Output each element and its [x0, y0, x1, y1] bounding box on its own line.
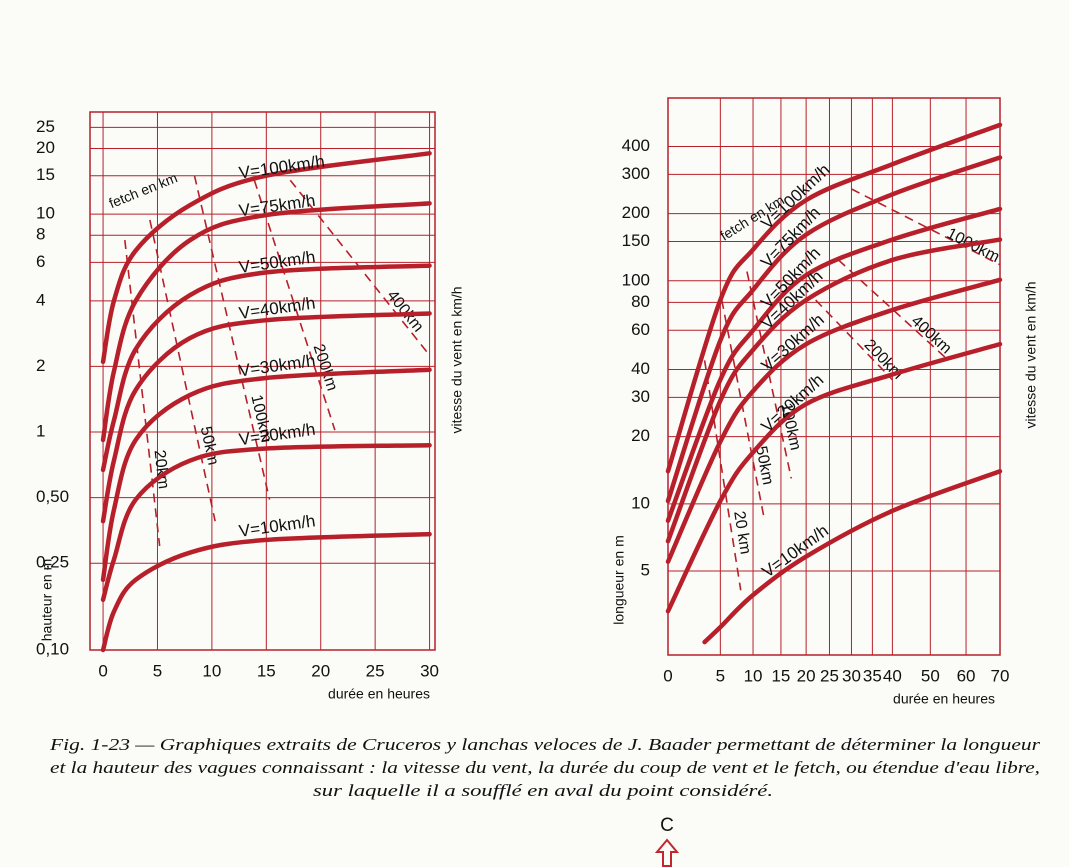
fetch-line [721, 299, 766, 521]
x-tick-label: 25 [366, 661, 385, 680]
y-tick-label: 200 [622, 203, 650, 222]
fetch-label: 20 km [730, 510, 754, 556]
y-tick-label: 60 [631, 320, 650, 339]
y-tick-label: 0,25 [36, 553, 69, 572]
x-tick-label: 5 [153, 661, 162, 680]
fetch-line [837, 259, 949, 361]
wave-curve [100, 151, 432, 365]
x-tick-label: 5 [716, 666, 725, 685]
y-tick-label: 100 [622, 270, 650, 289]
y-tick-label: 5 [641, 560, 650, 579]
curve-label: V=75km/h [238, 191, 317, 221]
y-axis-label: longueur en m [611, 535, 627, 625]
wave-curve [100, 531, 432, 653]
wave-curve [100, 367, 432, 583]
y-tick-label: 10 [36, 204, 55, 223]
marker-label: C [660, 815, 674, 836]
y2-axis-label: vitesse du vent en km/h [1023, 281, 1039, 428]
x-tick-label: 20 [797, 666, 816, 685]
y-tick-label: 80 [631, 292, 650, 311]
wave-curve [665, 341, 1003, 614]
x-tick-label: 50 [921, 666, 940, 685]
y-tick-label: 6 [36, 252, 45, 271]
fetch-label: 400km [383, 287, 426, 335]
fetch-line [851, 188, 1001, 266]
wave-curve [100, 442, 432, 603]
x-tick-label: 20 [311, 661, 330, 680]
x-tick-label: 25 [820, 666, 839, 685]
y-tick-label: 25 [36, 117, 55, 136]
fetch-line [253, 179, 336, 431]
wave-curve [100, 311, 432, 524]
x-tick-label: 10 [202, 661, 221, 680]
fetch-label: 400km [908, 313, 955, 358]
caption-line: sur laquelle il a soufflé en aval du poi… [313, 781, 773, 800]
caption-line: Fig. 1-23 — Graphiques extraits de Cruce… [49, 735, 1041, 754]
x-tick-label: 70 [991, 666, 1010, 685]
marker-arrow [654, 838, 680, 867]
y-tick-label: 20 [36, 138, 55, 157]
x-axis-label: durée en heures [328, 686, 430, 702]
x-tick-label: 0 [98, 661, 107, 680]
y-tick-label: 2 [36, 356, 45, 375]
fetch-line [149, 219, 216, 522]
fetch-line [193, 175, 271, 500]
fetch-line [124, 239, 161, 547]
curve-label: V=20km/h [238, 420, 317, 450]
x-axis-label: durée en heures [893, 691, 995, 707]
x-tick-label: 30 [842, 666, 861, 685]
wave-curve [702, 468, 1003, 645]
curve-label: V=10km/h [758, 521, 832, 582]
y-tick-label: 40 [631, 359, 650, 378]
y-tick-label: 1 [36, 422, 45, 441]
y-tick-label: 150 [622, 231, 650, 250]
y-tick-label: 300 [622, 164, 650, 183]
caption-line: et la hauteur des vagues connaissant : l… [50, 758, 1040, 777]
y-tick-label: 4 [36, 290, 45, 309]
y-tick-label: 30 [631, 387, 650, 406]
fetch-label: 50km [197, 425, 222, 467]
y2-axis-label: vitesse du vent en km/h [449, 286, 465, 433]
x-tick-label: 60 [957, 666, 976, 685]
x-tick-label: 35 [863, 666, 882, 685]
wave-curve [665, 206, 1003, 523]
x-tick-label: 15 [771, 666, 790, 685]
x-tick-label: 30 [420, 661, 439, 680]
wave-curve [665, 277, 1003, 564]
y-axis-label: hauteur en m [39, 559, 55, 642]
x-tick-label: 40 [883, 666, 902, 685]
y-tick-label: 15 [36, 165, 55, 184]
fetch-line [815, 299, 893, 381]
x-tick-label: 15 [257, 661, 276, 680]
x-tick-label: 10 [744, 666, 763, 685]
curve-label: V=100km/h [238, 152, 326, 183]
y-tick-label: 20 [631, 426, 650, 445]
wave-curve [665, 155, 1003, 504]
wave-curve [665, 122, 1003, 474]
wave-curve [100, 263, 432, 473]
wave-curve [100, 201, 432, 443]
wave-curve [665, 237, 1003, 544]
y-tick-label: 400 [622, 136, 650, 155]
x-tick-label: 0 [663, 666, 672, 685]
y-tick-label: 0,10 [36, 639, 69, 658]
y-tick-label: 10 [631, 493, 650, 512]
y-tick-label: 8 [36, 225, 45, 244]
y-tick-label: 0,50 [36, 487, 69, 506]
